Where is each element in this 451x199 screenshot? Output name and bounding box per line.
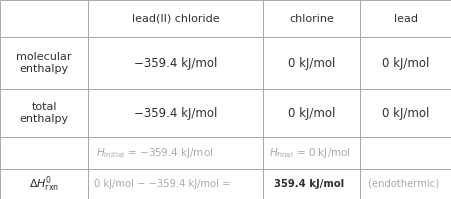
Bar (359, 37, 451, 89)
Bar (0, 137, 88, 169)
Bar (0, 37, 88, 89)
Text: $\Delta H^0_{\mathrm{rxn}}$: $\Delta H^0_{\mathrm{rxn}}$ (29, 174, 59, 194)
Text: molecular
enthalpy: molecular enthalpy (16, 52, 72, 74)
Text: total
enthalpy: total enthalpy (19, 102, 69, 124)
Bar (262, 0, 359, 37)
Bar (0, 0, 88, 37)
Bar (359, 89, 451, 137)
Text: 0 kJ/mol: 0 kJ/mol (287, 106, 335, 120)
Text: 0 kJ/mol: 0 kJ/mol (287, 57, 335, 69)
Text: $H_{\mathrm{initial}}$ = −359.4 kJ/mol: $H_{\mathrm{initial}}$ = −359.4 kJ/mol (96, 146, 213, 160)
Bar (88, 89, 262, 137)
Bar (88, 169, 262, 199)
Text: −359.4 kJ/mol: −359.4 kJ/mol (133, 106, 217, 120)
Bar (262, 137, 359, 169)
Text: lead(II) chloride: lead(II) chloride (131, 14, 219, 23)
Text: lead: lead (393, 14, 417, 23)
Bar (0, 169, 88, 199)
Text: 0 kJ/mol: 0 kJ/mol (382, 57, 429, 69)
Bar (88, 0, 262, 37)
Text: −359.4 kJ/mol: −359.4 kJ/mol (133, 57, 217, 69)
Text: 0 kJ/mol: 0 kJ/mol (382, 106, 429, 120)
Text: 0 kJ/mol − −359.4 kJ/mol =: 0 kJ/mol − −359.4 kJ/mol = (94, 179, 233, 189)
Text: chlorine: chlorine (289, 14, 333, 23)
Bar (359, 0, 451, 37)
Bar (359, 137, 451, 169)
Text: $H_{\mathrm{final}}$ = 0 kJ/mol: $H_{\mathrm{final}}$ = 0 kJ/mol (268, 146, 350, 160)
Bar (262, 89, 359, 137)
Bar (88, 137, 262, 169)
Bar (88, 37, 262, 89)
Bar (262, 169, 359, 199)
Bar (359, 169, 451, 199)
Text: (endothermic): (endothermic) (364, 179, 438, 189)
Bar (0, 89, 88, 137)
Bar (262, 37, 359, 89)
Text: 359.4 kJ/mol: 359.4 kJ/mol (274, 179, 344, 189)
